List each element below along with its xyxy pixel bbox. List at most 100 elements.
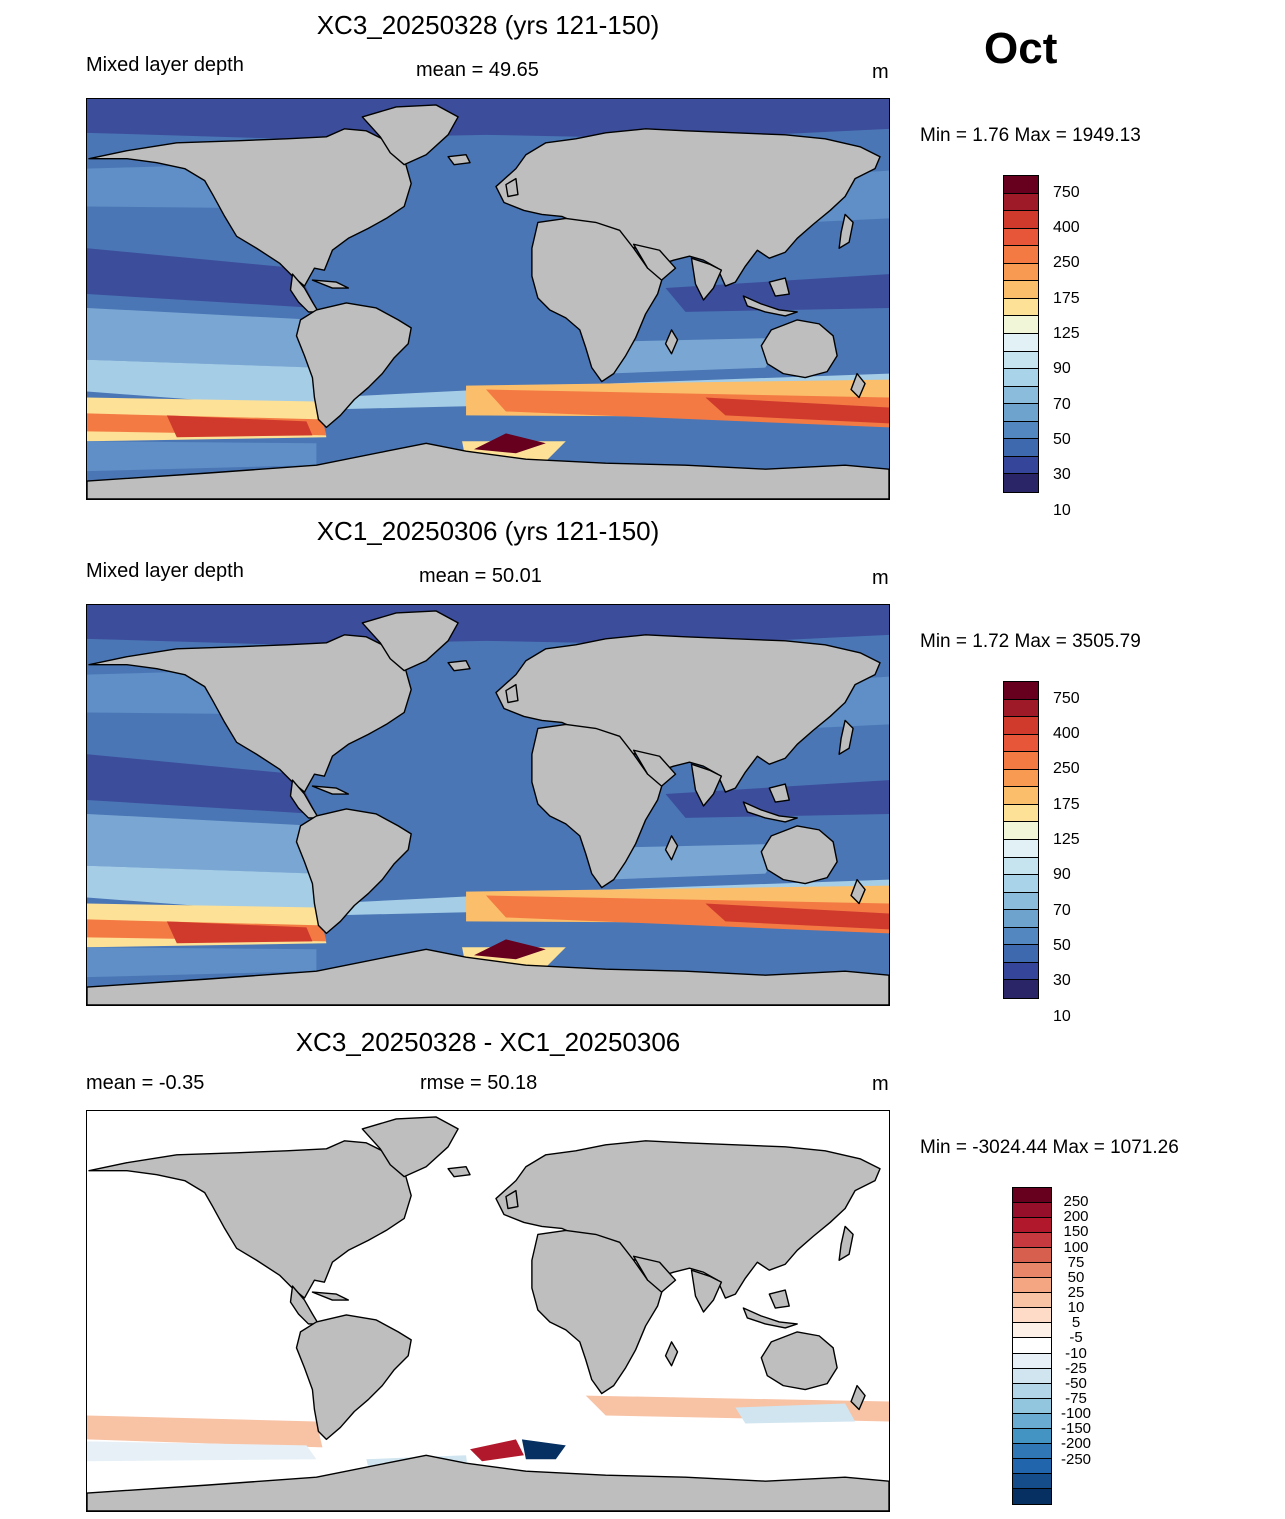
colorbar-swatch xyxy=(1004,334,1038,352)
panel-3-map xyxy=(86,1110,890,1512)
southern-ocean-red-east xyxy=(705,397,889,424)
southern-ocean-red-east xyxy=(705,903,889,930)
australia-land xyxy=(760,825,838,885)
arctic-shallow-band xyxy=(87,99,889,139)
colorbar-swatch xyxy=(1004,892,1038,911)
colorbar-tick-label: 70 xyxy=(1053,901,1071,919)
india-land xyxy=(690,1269,723,1313)
cuba-land xyxy=(311,1291,350,1301)
australia-land xyxy=(760,319,838,379)
colorbar-tick-label: 10 xyxy=(1053,501,1071,519)
colorbar-swatch xyxy=(1004,263,1038,282)
cuba-land xyxy=(311,785,350,795)
colorbar-tick-label: 750 xyxy=(1053,183,1080,201)
colorbar-swatch xyxy=(1013,1368,1051,1384)
south-polar-shallow-band xyxy=(87,441,317,472)
colorbar-tick-label: 150 xyxy=(1063,1223,1089,1241)
colorbar-tick-label: 100 xyxy=(1063,1238,1089,1256)
colorbar-swatch xyxy=(1013,1398,1051,1414)
colorbar-tick-label: 125 xyxy=(1053,831,1080,848)
colorbar-swatch xyxy=(1004,875,1038,893)
south-america-land xyxy=(295,1314,412,1441)
panel-2-mean-label: mean = 50.01 xyxy=(419,565,542,587)
colorbar-tick-label: -100 xyxy=(1060,1405,1092,1423)
colorbar-swatch xyxy=(1004,840,1038,858)
south-pacific-band xyxy=(87,813,317,874)
colorbar-swatch xyxy=(1004,857,1038,876)
panel-1-map xyxy=(86,98,890,500)
panel-3-mean-label: mean = -0.35 xyxy=(86,1072,205,1094)
colorbar-swatch xyxy=(1004,351,1038,370)
colorbar-swatch xyxy=(1004,193,1038,212)
japan-land xyxy=(838,213,854,249)
new-zealand-land xyxy=(850,878,866,905)
colorbar-swatch xyxy=(1004,176,1038,194)
colorbar-swatch xyxy=(1013,1233,1051,1249)
antarctica-land xyxy=(87,948,889,1005)
colorbar-swatch xyxy=(1004,980,1038,998)
colorbar-swatch xyxy=(1004,717,1038,735)
colorbar-swatch xyxy=(1004,752,1038,770)
colorbar-tick-label: 200 xyxy=(1063,1208,1089,1226)
colorbar-tick-label: 50 xyxy=(1067,1268,1085,1286)
greenland-land xyxy=(361,1116,459,1178)
colorbar-swatch xyxy=(1004,945,1038,963)
uk-land xyxy=(505,683,519,704)
colorbar-swatch xyxy=(1004,228,1038,247)
colorbar-tick-label: -50 xyxy=(1065,1374,1087,1392)
iceland-land xyxy=(447,660,471,672)
colorbar-tick-label: 750 xyxy=(1053,689,1080,707)
panel-1-title: XC3_20250328 (yrs 121-150) xyxy=(316,10,660,40)
colorbar-swatch xyxy=(1004,769,1038,788)
madagascar-land xyxy=(664,1341,679,1367)
arabia-land xyxy=(632,1255,677,1293)
panel-3-title: XC3_20250328 - XC1_20250306 xyxy=(295,1027,681,1057)
colorbar-swatch xyxy=(1004,281,1038,299)
india-land xyxy=(690,763,723,807)
panel-2-minmax: Min = 1.72 Max = 3505.79 xyxy=(920,631,1141,652)
south-polar-shallow-band xyxy=(87,947,317,978)
colorbar-swatch xyxy=(1004,822,1038,840)
colorbar-tick-label: 75 xyxy=(1067,1253,1085,1271)
arctic-shallow-band xyxy=(87,605,889,645)
colorbar-swatch xyxy=(1013,1443,1051,1459)
panel-1-colorbar xyxy=(1003,175,1039,493)
colorbar-swatch xyxy=(1013,1323,1051,1339)
north-america-land xyxy=(88,128,412,287)
panel-2-unit: m xyxy=(872,567,889,589)
colorbar-swatch xyxy=(1004,211,1038,229)
colorbar-swatch xyxy=(1004,787,1038,805)
colorbar-swatch xyxy=(1004,404,1038,422)
colorbar-tick-label: 30 xyxy=(1053,972,1071,990)
month-label: Oct xyxy=(984,24,1058,73)
colorbar-swatch xyxy=(1004,682,1038,700)
panel-2-colorbar xyxy=(1003,681,1039,999)
colorbar-swatch xyxy=(1004,927,1038,946)
colorbar-swatch xyxy=(1004,474,1038,492)
south-pacific-band xyxy=(87,307,317,368)
colorbar-swatch xyxy=(1004,910,1038,928)
panel-2-left-label: Mixed layer depth xyxy=(86,560,244,582)
colorbar-swatch xyxy=(1004,298,1038,317)
uk-land xyxy=(505,1189,519,1210)
panel-1-unit: m xyxy=(872,61,889,83)
colorbar-tick-label: -25 xyxy=(1065,1359,1087,1377)
japan-land xyxy=(838,719,854,755)
greenland-land xyxy=(361,610,459,672)
anomaly-cool-band xyxy=(87,1441,317,1462)
colorbar-swatch xyxy=(1013,1353,1051,1369)
colorbar-swatch xyxy=(1004,804,1038,823)
panel-1-mean-label: mean = 49.65 xyxy=(416,59,539,81)
colorbar-tick-label: 90 xyxy=(1053,866,1071,884)
arabia-land xyxy=(632,243,677,281)
panel-1-minmax: Min = 1.76 Max = 1949.13 xyxy=(920,125,1141,146)
colorbar-swatch xyxy=(1004,369,1038,387)
colorbar-swatch xyxy=(1013,1428,1051,1444)
colorbar-swatch xyxy=(1013,1338,1051,1354)
colorbar-tick-label: -250 xyxy=(1060,1450,1092,1468)
weddell-deepest-patch xyxy=(474,939,546,960)
colorbar-swatch xyxy=(1013,1458,1051,1474)
colorbar-swatch xyxy=(1004,386,1038,405)
cuba-land xyxy=(311,279,350,289)
colorbar-swatch xyxy=(1004,316,1038,334)
